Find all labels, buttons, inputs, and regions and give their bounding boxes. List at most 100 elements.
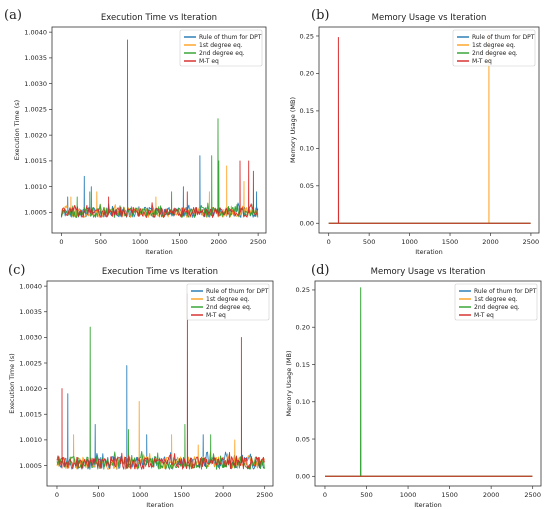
chart-panel-3: (c) Execution Time vs Iteration 0 500 1000 15…: [8, 263, 274, 509]
legend-box: [452, 29, 536, 67]
x-tick-label: 500: [360, 491, 372, 499]
x-tick-label: 1500: [173, 491, 190, 499]
x-tick-label: 1000: [401, 238, 418, 246]
y-tick-label: 1.0030: [24, 80, 47, 88]
legend-box: [179, 29, 263, 67]
y-tick-label: 0.25: [296, 286, 310, 294]
y-tick-label: 1.0015: [24, 157, 47, 165]
legend-box: [454, 283, 538, 321]
legend-entry: 1st degree eq.: [474, 296, 518, 303]
legend-entry: 2nd degree eq.: [474, 304, 520, 311]
legend-entry: Rule of thum for DPT: [206, 288, 269, 295]
y-tick-label: 0.25: [300, 32, 314, 40]
y-tick-label: 0.00: [300, 220, 314, 228]
y-tick-label: 0.10: [296, 398, 310, 406]
legend-entry: M-T eq: [206, 312, 226, 319]
x-axis-label: Iteration: [146, 501, 174, 509]
x-tick-label: 1000: [132, 238, 149, 246]
legend-entry: M-T eq: [472, 58, 492, 65]
x-tick-label: 1500: [171, 238, 188, 246]
legend-entry: Rule of thum for DPT: [199, 34, 262, 41]
series-line-3: [60, 118, 259, 218]
x-tick-label: 0: [55, 491, 59, 499]
chart-title: Memory Usage vs Iteration: [372, 13, 487, 23]
panel-label: (c): [8, 263, 25, 278]
y-tick-label: 1.0025: [19, 359, 42, 367]
legend-entry: 2nd degree eq.: [199, 50, 245, 57]
plot-data: [56, 293, 265, 470]
y-tick-label: 1.0010: [24, 183, 47, 191]
y-tick-label: 1.0015: [19, 411, 42, 419]
y-tick-label: 0.10: [300, 145, 314, 153]
x-tick-label: 2000: [483, 491, 500, 499]
x-axis-label: Iteration: [145, 248, 173, 256]
legend-box: [186, 283, 270, 321]
legend-entry: M-T eq: [199, 58, 219, 65]
y-tick-label: 0.05: [296, 435, 310, 443]
y-tick-label: 1.0005: [19, 462, 42, 470]
legend-entry: 2nd degree eq.: [206, 304, 252, 311]
plot-data: [60, 39, 259, 218]
y-tick-label: 0.20: [300, 70, 314, 78]
y-tick-label: 1.0035: [24, 54, 47, 62]
legend-entry: M-T eq: [474, 312, 494, 319]
y-tick-label: 1.0035: [19, 308, 42, 316]
legend-entry: Rule of thum for DPT: [474, 288, 537, 295]
y-tick-label: 1.0020: [24, 131, 47, 139]
x-tick-label: 0: [323, 491, 327, 499]
x-axis-label: Iteration: [415, 248, 443, 256]
plot-data: [328, 34, 531, 224]
panel-label: (b): [311, 8, 329, 23]
x-tick-label: 1500: [441, 491, 458, 499]
x-tick-label: 2000: [215, 491, 232, 499]
x-tick-label: 2500: [524, 491, 541, 499]
chart-panel-4: (d) Memory Usage vs Iteration 0 500 1000 1500…: [285, 263, 542, 509]
x-tick-label: 0: [327, 238, 331, 246]
y-tick-label: 0.15: [296, 361, 310, 369]
x-tick-label: 500: [363, 238, 375, 246]
chart-title: Execution Time vs Iteration: [102, 267, 218, 277]
y-axis-label: Memory Usage (MB): [285, 351, 293, 417]
y-tick-label: 1.0020: [19, 385, 42, 393]
y-tick-label: 0.20: [296, 324, 310, 332]
series-line-4: [56, 293, 265, 470]
x-tick-label: 2500: [250, 238, 267, 246]
y-axis-label: Memory Usage (MB): [289, 97, 297, 163]
x-tick-label: 2500: [256, 491, 273, 499]
y-tick-label: 0.05: [300, 182, 314, 190]
y-tick-label: 1.0025: [24, 106, 47, 114]
series-line-4: [328, 37, 531, 224]
x-tick-label: 0: [59, 238, 63, 246]
y-tick-label: 1.0040: [19, 282, 42, 290]
x-tick-label: 2000: [482, 238, 499, 246]
legend-entry: Rule of thum for DPT: [472, 34, 535, 41]
y-tick-label: 0.00: [296, 473, 310, 481]
chart-panel-1: (a) Execution Time vs Iteration 0 500 1000 15…: [4, 8, 266, 256]
chart-title: Execution Time vs Iteration: [101, 13, 217, 23]
plot-data: [325, 287, 533, 477]
x-tick-label: 500: [95, 238, 107, 246]
x-tick-label: 1500: [442, 238, 459, 246]
legend-entry: 1st degree eq.: [206, 296, 250, 303]
y-tick-label: 0.15: [300, 107, 314, 115]
y-axis-label: Execution Time (s): [13, 100, 21, 160]
x-tick-label: 2000: [211, 238, 228, 246]
x-tick-label: 500: [92, 491, 104, 499]
y-axis-label: Execution Time (s): [8, 353, 16, 413]
legend-entry: 1st degree eq.: [199, 42, 243, 49]
x-tick-label: 2500: [523, 238, 540, 246]
y-tick-label: 1.0010: [19, 436, 42, 444]
x-axis-label: Iteration: [414, 501, 442, 509]
panel-label: (a): [4, 8, 22, 23]
y-tick-label: 1.0030: [19, 334, 42, 342]
y-tick-label: 1.0005: [24, 209, 47, 217]
chart-title: Memory Usage vs Iteration: [371, 267, 486, 277]
legend-entry: 1st degree eq.: [472, 42, 516, 49]
chart-panel-2: (b) Memory Usage vs Iteration 0 500 1000 1500…: [289, 8, 540, 256]
legend-entry: 2nd degree eq.: [472, 50, 518, 57]
